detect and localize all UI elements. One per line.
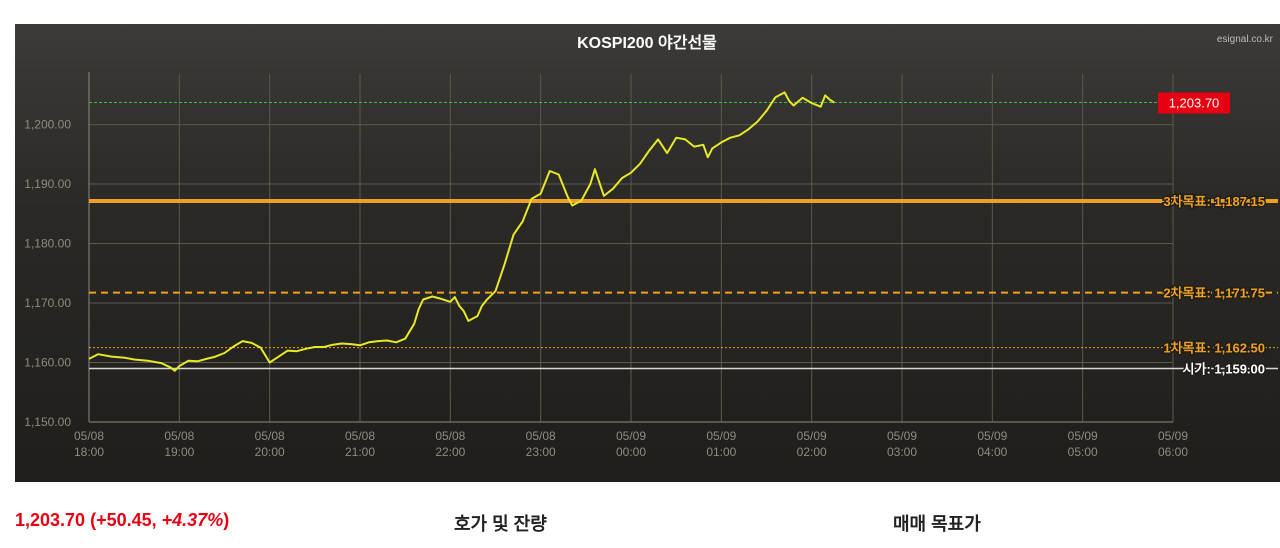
x-tick-label: 05/09 00:00 xyxy=(616,429,646,459)
chart-title: KOSPI200 야간선물 xyxy=(577,34,717,52)
x-tick-date: 05/08 xyxy=(164,429,194,443)
x-tick-date: 05/08 xyxy=(435,429,465,443)
x-tick-time: 03:00 xyxy=(887,445,917,459)
x-tick-label: 05/09 05:00 xyxy=(1068,429,1098,459)
x-tick-time: 01:00 xyxy=(706,445,736,459)
x-tick-time: 18:00 xyxy=(74,445,104,459)
last-price-badge xyxy=(1158,92,1230,114)
price-change: (+50.45, xyxy=(90,510,162,530)
site-watermark: esignal.co.kr xyxy=(1217,34,1274,45)
reference-label: 2차목표: 1,171.75 xyxy=(1163,286,1265,301)
x-tick-time: 20:00 xyxy=(255,445,285,459)
current-price-summary: 1,203.70 (+50.45, +4.37%) xyxy=(15,510,229,531)
x-tick-time: 00:00 xyxy=(616,445,646,459)
y-tick-label: 1,180.00 xyxy=(24,237,71,251)
x-tick-date: 05/09 xyxy=(797,429,827,443)
x-tick-time: 22:00 xyxy=(435,445,465,459)
x-tick-label: 05/08 22:00 xyxy=(435,429,465,459)
x-tick-time: 23:00 xyxy=(526,445,556,459)
x-tick-date: 05/09 xyxy=(616,429,646,443)
target-price-title: 매매 목표가 xyxy=(893,514,981,534)
x-tick-date: 05/08 xyxy=(74,429,104,443)
x-tick-label: 05/09 03:00 xyxy=(887,429,917,459)
x-tick-date: 05/09 xyxy=(1158,429,1188,443)
x-tick-label: 05/09 04:00 xyxy=(977,429,1007,459)
current-price: 1,203.70 xyxy=(15,510,86,530)
x-tick-label: 05/08 19:00 xyxy=(164,429,194,459)
x-tick-time: 05:00 xyxy=(1068,445,1098,459)
price-chart: KOSPI200 야간선물 esignal.co.kr 05/08 18:0005… xyxy=(24,34,1278,459)
x-tick-time: 21:00 xyxy=(345,445,375,459)
reference-label: 3차목표: 1,187.15 xyxy=(1163,194,1265,209)
y-tick-label: 1,200.00 xyxy=(24,118,71,132)
x-tick-label: 05/08 20:00 xyxy=(255,429,285,459)
x-tick-label: 05/08 21:00 xyxy=(345,429,375,459)
x-tick-time: 04:00 xyxy=(977,445,1007,459)
orderbook-title: 호가 및 잔량 xyxy=(454,514,547,534)
chart-panel: KOSPI200 야간선물 esignal.co.kr 05/08 18:00 05… xyxy=(15,24,1280,482)
x-tick-label: 05/09 01:00 xyxy=(706,429,736,459)
x-tick-label: 05/08 23:00 xyxy=(526,429,556,459)
x-tick-date: 05/09 xyxy=(706,429,736,443)
x-tick-date: 05/09 xyxy=(887,429,917,443)
close-paren: ) xyxy=(223,510,230,530)
price-change-percent: +4.37% xyxy=(161,510,224,530)
y-tick-label: 1,190.00 xyxy=(24,177,71,191)
last-price-badge-label: 1,203.70 xyxy=(1169,96,1220,111)
x-tick-label: 05/09 02:00 xyxy=(797,429,827,459)
reference-label: 시가: 1,159.00 xyxy=(1183,361,1265,376)
x-tick-date: 05/08 xyxy=(345,429,375,443)
x-tick-time: 02:00 xyxy=(797,445,827,459)
y-tick-label: 1,170.00 xyxy=(24,296,71,310)
x-tick-label: 05/08 18:00 xyxy=(74,429,104,459)
y-tick-label: 1,150.00 xyxy=(24,415,71,429)
x-tick-label: 05/09 06:00 xyxy=(1158,429,1188,459)
reference-label: 1차목표: 1,162.50 xyxy=(1163,341,1265,356)
x-tick-date: 05/08 xyxy=(255,429,285,443)
price-series-line xyxy=(88,91,835,372)
x-tick-date: 05/09 xyxy=(977,429,1007,443)
x-tick-time: 19:00 xyxy=(164,445,194,459)
x-tick-date: 05/09 xyxy=(1068,429,1098,443)
x-tick-time: 06:00 xyxy=(1158,445,1188,459)
y-tick-label: 1,160.00 xyxy=(24,356,71,370)
x-tick-date: 05/08 xyxy=(526,429,556,443)
